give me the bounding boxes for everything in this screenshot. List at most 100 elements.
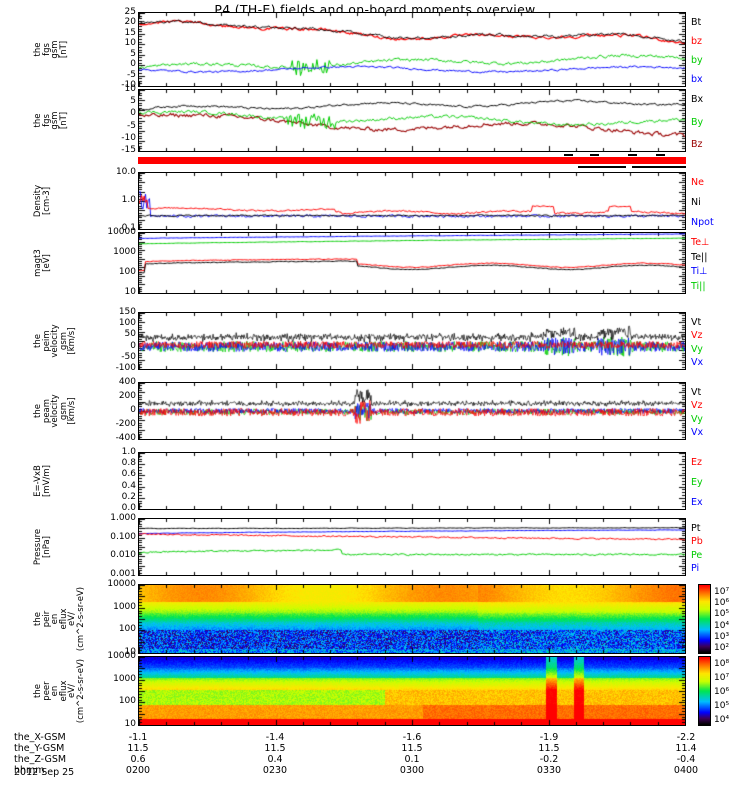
legend-label-efield-0: Ez (691, 457, 702, 468)
y-ticks-fgs-gsm-bt: 25 20 15 10 5 0 -5 -10 (86, 8, 136, 90)
y-tick-label: 100 (118, 267, 136, 277)
cbar-electron-tick: 10⁷ (714, 673, 730, 683)
cbar-ion-gradient (699, 585, 710, 653)
y-axis-title-density: Density [cm-3] (33, 184, 52, 218)
x-tick-value: -0.2 (539, 754, 559, 765)
y-tick-label: 0.8 (121, 458, 136, 469)
legend-label-efield-1: Ey (691, 477, 703, 488)
date-stamp: 2012 Sep 25 (14, 767, 75, 778)
y-tick-label: 0.100 (110, 531, 136, 542)
legend-label-peam-velocity-1: Vz (691, 400, 703, 412)
x-tick-value: 0.6 (130, 754, 146, 765)
legend-label-fgs-gsm-bt-2: by (691, 55, 703, 66)
legend-label-density-1: Ni (691, 197, 701, 208)
cbar-electron-tick: 10⁸ (714, 659, 730, 669)
y-tick-label: 5 (130, 96, 136, 107)
y-tick-label: 0.0 (121, 503, 136, 513)
panel-canvas-density (139, 173, 685, 229)
y-tick-label: 0.010 (110, 550, 136, 561)
legend-label-fgs-gse-gsm-b-1: By (691, 116, 704, 128)
y-axis-title-peam-velocity: the peam velocity gsm [km/s] (33, 394, 77, 428)
x-tick-value: -2.2 (676, 732, 696, 743)
cbar-ion-tick: 10⁶ (714, 598, 730, 609)
y-tick-label: -10 (121, 80, 136, 90)
y-tick-label: 100 (118, 318, 136, 329)
y-tick-label: 10.0 (115, 167, 136, 177)
y-tick-label: 0.1 (121, 223, 136, 233)
y-tick-label: 0 (130, 108, 136, 119)
panel-pressure (138, 518, 686, 576)
legend-label-density-2: Npot (691, 217, 714, 228)
y-tick-label: -200 (115, 419, 136, 429)
y-tick-label: 1000 (113, 247, 136, 257)
y-tick-label: 1000 (113, 601, 136, 612)
legend-label-efield-2: Ex (691, 497, 703, 508)
y-tick-label: -100 (115, 363, 136, 373)
y-tick-label: 400 (118, 377, 136, 387)
y-axis-title-peir-spectrogram: the peir en eflux eV/(cm^2-s-sr-eV) (33, 586, 86, 652)
y-ticks-peim-velocity: 150 100 50 0 -50 -100 (86, 308, 136, 373)
y-axis-title-pressure: Pressure [nPa] (33, 528, 52, 566)
y-tick-label: 0 (130, 340, 136, 351)
y-tick-label: 0 (130, 59, 136, 70)
y-axis-title-magt3: magt3 [eV] (33, 249, 52, 277)
legend-label-magt3-0: Te⊥ (691, 237, 710, 248)
y-ticks-peir-spectrogram: 10000 1000 100 10 (86, 580, 136, 657)
panel-canvas-peam-velocity (139, 383, 685, 439)
legend-label-peam-velocity-0: Vt (691, 387, 702, 398)
y-tick-label: -5 (127, 69, 136, 80)
y-tick-label: 0.4 (121, 480, 136, 491)
y-axis-title-fgs-gse-gsm-b: the fgs gsm [nT] (33, 111, 69, 130)
x-tick-value: 0300 (399, 765, 425, 776)
x-row-label-hhmm: hhmm (14, 765, 45, 776)
y-ticks-peer-spectrogram: 10000 1000 100 10 (86, 652, 136, 729)
panel-canvas-peim-velocity (139, 313, 685, 369)
y-tick-label: 1.000 (110, 513, 136, 523)
legend-label-pressure-1: Pb (691, 536, 703, 548)
x-tick-value: -1.1 (128, 732, 148, 743)
x-row-label-the_X-GSM: the_X-GSM (14, 732, 66, 743)
y-tick-label: 1000 (113, 673, 136, 684)
y-axis-title-peer-spectrogram: the peer en eflux eV/(cm^2-s-sr-eV) (33, 658, 86, 724)
y-tick-label: 10 (124, 287, 136, 297)
legend-label-peim-velocity-2: Vy (691, 343, 703, 355)
cbar-ion-tick: 10³ (714, 631, 730, 642)
x-tick-value: 0330 (536, 765, 562, 776)
legend-label-fgs-gsm-bt-0: Bt (691, 17, 702, 28)
y-tick-label: 1.0 (121, 195, 136, 205)
panel-canvas-pressure (139, 519, 685, 575)
status-segment (590, 154, 599, 156)
legend-label-pressure-3: Pi (691, 563, 700, 574)
cbar-ion-tick: 10⁵ (714, 609, 730, 620)
y-axis-title-fgs-gsm-bt: the fgs gsm [nT] (33, 40, 69, 59)
y-tick-label: 10 (124, 84, 136, 94)
y-tick-label: -400 (115, 433, 136, 443)
y-ticks-peam-velocity: 400 200 0 -200 -400 (86, 378, 136, 443)
x-tick-value: -1.9 (539, 732, 559, 743)
legend-label-magt3-2: Ti⊥ (691, 266, 708, 278)
x-tick-value: 0230 (262, 765, 288, 776)
cbar-ion-tick: 10⁴ (714, 620, 730, 631)
status-segment (656, 154, 665, 156)
legend-label-peam-velocity-3: Vx (691, 427, 704, 438)
cbar-electron-gradient (699, 657, 710, 725)
y-tick-label: 10000 (107, 651, 136, 661)
cbar-ion-tick: 10⁷ (714, 587, 730, 597)
y-tick-label: 0.001 (110, 569, 136, 579)
y-tick-label: -10 (121, 132, 136, 143)
y-tick-label: 0.2 (121, 491, 136, 502)
y-ticks-pressure: 1.000 0.100 0.010 0.001 (86, 514, 136, 579)
legend-label-magt3-1: Te|| (691, 251, 708, 263)
status-segment (578, 166, 626, 168)
legend-label-fgs-gsm-bt-3: bx (691, 74, 703, 85)
panel-peir-spectrogram (138, 584, 686, 654)
cbar-electron (698, 656, 711, 726)
panel-fgs-gsm-bt (138, 12, 686, 87)
panel-fgs-gse-gsm-b (138, 89, 686, 152)
y-tick-label: 25 (124, 7, 136, 17)
y-tick-label: 100 (118, 696, 136, 707)
panel-canvas-efield (139, 453, 685, 509)
panel-peim-velocity (138, 312, 686, 370)
legend-label-peim-velocity-3: Vx (691, 357, 704, 368)
